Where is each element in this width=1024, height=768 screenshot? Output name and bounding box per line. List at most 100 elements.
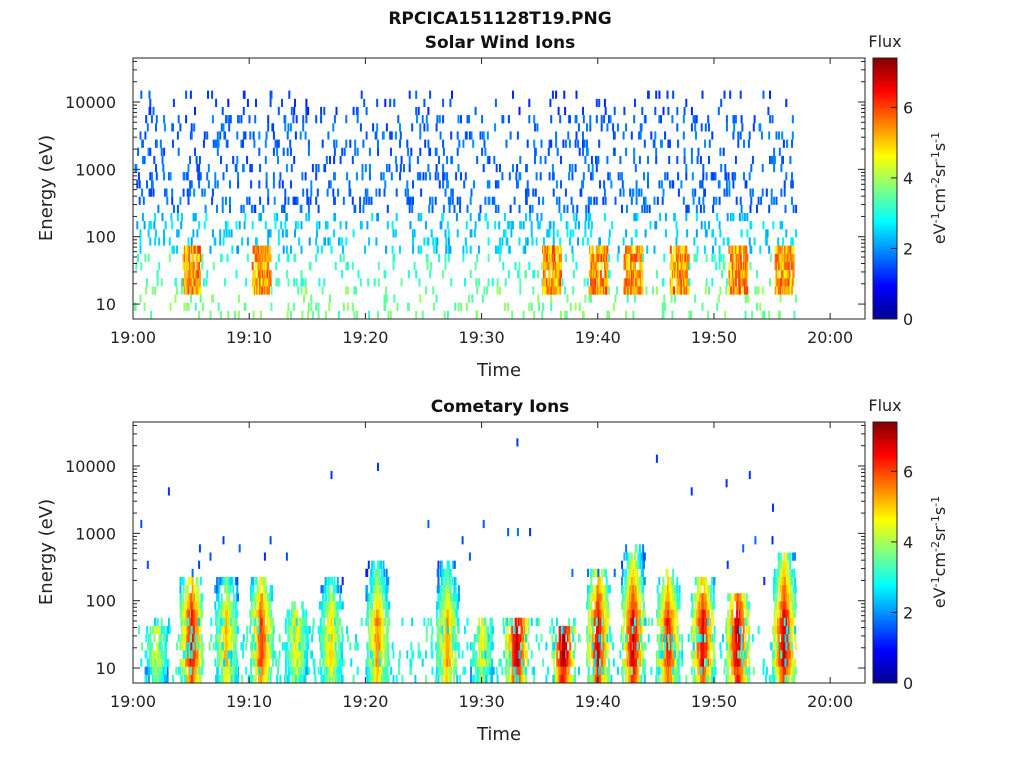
spectrogram-cell xyxy=(591,650,593,659)
spectrogram-cell xyxy=(453,658,456,667)
spectrogram-cell xyxy=(261,593,264,602)
spectrogram-cell xyxy=(225,229,228,238)
spectrogram-cell xyxy=(440,221,443,230)
spectrogram-cell xyxy=(233,666,236,675)
spectrogram-cell xyxy=(203,188,206,197)
spectrogram-cell xyxy=(666,172,669,181)
spectrogram-cell xyxy=(680,286,683,295)
spectrogram-cell xyxy=(420,245,423,254)
spectrogram-cell xyxy=(343,147,346,156)
spectrogram-cell xyxy=(413,229,416,238)
spectrogram-cell xyxy=(333,593,336,602)
spectrogram-cell xyxy=(271,585,274,594)
spectrogram-cell xyxy=(256,585,259,594)
spectrogram-cell xyxy=(156,270,159,279)
spectrogram-cell xyxy=(188,253,191,262)
spectrogram-cell xyxy=(640,188,643,197)
spectrogram-cell xyxy=(359,123,362,132)
spectrogram-cell xyxy=(179,577,182,586)
spectrogram-cell xyxy=(346,172,349,181)
spectrogram-cell xyxy=(589,625,592,635)
spectrogram-cell xyxy=(605,617,608,626)
spectrogram-cell xyxy=(315,164,318,173)
spectrogram-cell xyxy=(604,625,606,635)
spectrogram-cell xyxy=(176,245,179,254)
spectrogram-cell xyxy=(593,585,596,594)
spectrogram-cell xyxy=(436,237,439,246)
spectrogram-cell xyxy=(415,270,418,279)
spectrogram-cell xyxy=(306,666,308,675)
spectrogram-cell xyxy=(164,666,167,675)
spectrogram-cell xyxy=(740,229,743,238)
spectrogram-cell xyxy=(222,123,225,132)
spectrogram-cell xyxy=(250,601,253,610)
spectrogram-cell xyxy=(227,634,230,643)
spectrogram-cell xyxy=(253,139,256,148)
spectrogram-cell xyxy=(590,196,593,205)
spectrogram-cell xyxy=(780,188,783,197)
spectrogram-cell xyxy=(250,593,253,602)
spectrogram-cell xyxy=(142,196,145,205)
spectrogram-cell xyxy=(573,213,575,222)
spectrogram-cell xyxy=(406,180,409,189)
spectrogram-cell xyxy=(199,601,201,610)
spectrogram-cell xyxy=(658,115,661,124)
spectrogram-cell xyxy=(155,229,157,238)
spectrogram-cell xyxy=(201,666,204,675)
spectrogram-cell xyxy=(220,593,223,602)
spectrogram-cell xyxy=(273,196,276,205)
spectrogram-cell xyxy=(533,270,536,279)
spectrogram-cell xyxy=(163,188,166,197)
spectrogram-cell xyxy=(491,666,494,675)
spectrogram-cell xyxy=(135,164,138,173)
spectrogram-cell xyxy=(518,237,521,246)
spectrogram-cell xyxy=(189,188,192,197)
spectrogram-cell xyxy=(613,147,616,156)
spectrogram-cell xyxy=(143,155,146,165)
spectrogram-cell xyxy=(621,666,624,675)
spectrogram-cell xyxy=(265,180,268,189)
spectrogram-cell xyxy=(399,131,402,140)
spectrogram-cell xyxy=(683,286,686,295)
spectrogram-cell xyxy=(307,147,310,156)
spectrogram-cell xyxy=(664,302,667,311)
y-tick-label: 10000 xyxy=(65,93,116,112)
spectrogram-cell xyxy=(457,593,460,602)
spectrogram-cell xyxy=(604,642,606,651)
spectrogram-cell xyxy=(464,172,467,181)
spectrogram-cell xyxy=(551,650,554,659)
spectrogram-cell xyxy=(207,90,209,99)
spectrogram-cell xyxy=(191,286,194,295)
spectrogram-cell xyxy=(368,196,371,205)
spectrogram-cell xyxy=(179,658,182,667)
spectrogram-cell xyxy=(254,115,257,124)
spectrogram-cell xyxy=(497,204,500,213)
spectrogram-cell xyxy=(235,650,238,659)
spectrogram-cell xyxy=(375,188,378,197)
spectrogram-cell xyxy=(264,139,267,148)
spectrogram-cell xyxy=(201,650,204,659)
spectrogram-cell xyxy=(630,131,633,140)
spectrogram-cell xyxy=(163,229,166,238)
spectrogram-cell xyxy=(608,310,610,319)
spectrogram-cell xyxy=(267,188,270,197)
spectrogram-cell xyxy=(456,147,459,156)
spectrogram-cell xyxy=(564,188,567,197)
spectrogram-cell xyxy=(779,221,782,230)
spectrogram-cell xyxy=(329,294,331,303)
spectrogram-cell xyxy=(522,245,525,254)
spectrogram-cell xyxy=(407,147,410,156)
spectrogram-cell xyxy=(673,261,676,271)
spectrogram-cell xyxy=(244,302,247,311)
spectrogram-cell xyxy=(522,310,525,319)
spectrogram-cell xyxy=(267,617,270,626)
spectrogram-cell xyxy=(606,625,609,635)
spectrogram-cell xyxy=(270,617,273,626)
spectrogram-cell xyxy=(437,568,440,577)
spectrogram-cell xyxy=(718,221,721,230)
spectrogram-cell xyxy=(719,286,722,295)
spectrogram-cell xyxy=(332,123,335,132)
axes-frame xyxy=(132,57,866,320)
spectrogram-cell xyxy=(442,147,445,156)
spectrogram-cell xyxy=(192,650,195,659)
